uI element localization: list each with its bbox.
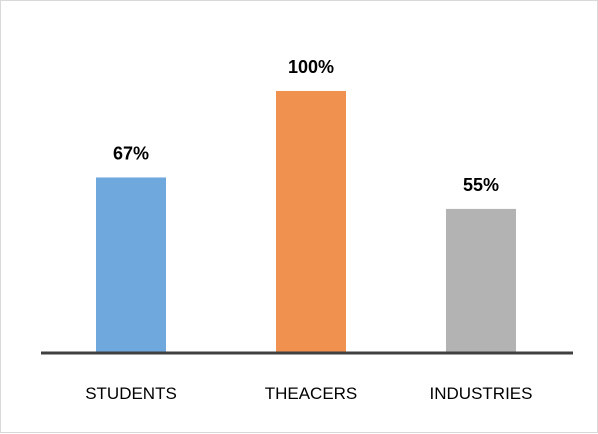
category-label-industries: INDUSTRIES bbox=[430, 384, 533, 403]
category-label-students: STUDENTS bbox=[85, 384, 177, 403]
bars-layer bbox=[96, 91, 516, 353]
bar-industries bbox=[446, 208, 516, 353]
labels-layer: 67% STUDENTS 100% THEACERS 55% INDUSTRIES bbox=[85, 57, 532, 403]
data-label-industries: 55% bbox=[463, 175, 499, 195]
bar-theacers bbox=[276, 91, 346, 353]
data-label-theacers: 100% bbox=[288, 57, 334, 77]
bar-students bbox=[96, 177, 166, 353]
data-label-students: 67% bbox=[113, 143, 149, 163]
category-label-theacers: THEACERS bbox=[265, 384, 358, 403]
